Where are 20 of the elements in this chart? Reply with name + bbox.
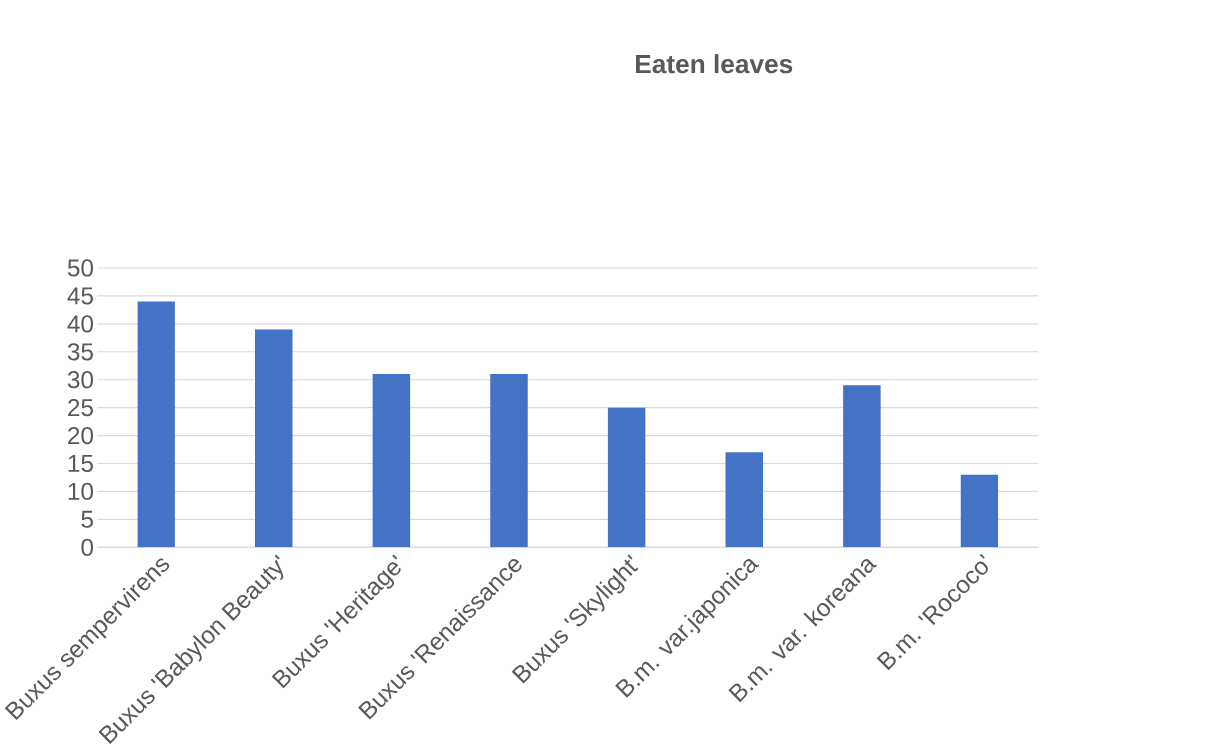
y-tick-label: 35 bbox=[67, 343, 93, 361]
chart-title: Eaten leaves bbox=[636, 54, 793, 74]
y-tick-label: 50 bbox=[67, 259, 94, 277]
bar bbox=[255, 329, 293, 548]
bar bbox=[607, 407, 646, 548]
y-tick-label: 40 bbox=[67, 315, 94, 333]
y-tick-label: 10 bbox=[68, 483, 94, 501]
bar bbox=[372, 374, 411, 548]
y-tick-label: 45 bbox=[67, 287, 93, 305]
y-tick-label: 0 bbox=[81, 538, 94, 557]
y-tick-label: 15 bbox=[68, 455, 93, 473]
y-tick-label: 20 bbox=[68, 427, 94, 445]
y-tick-label: 5 bbox=[81, 511, 93, 529]
bar bbox=[137, 301, 175, 548]
bar bbox=[843, 385, 881, 548]
bar bbox=[960, 474, 999, 548]
y-tick-label: 25 bbox=[68, 399, 93, 417]
bar bbox=[725, 452, 763, 548]
y-tick-label: 30 bbox=[67, 371, 94, 389]
bar bbox=[490, 374, 528, 548]
